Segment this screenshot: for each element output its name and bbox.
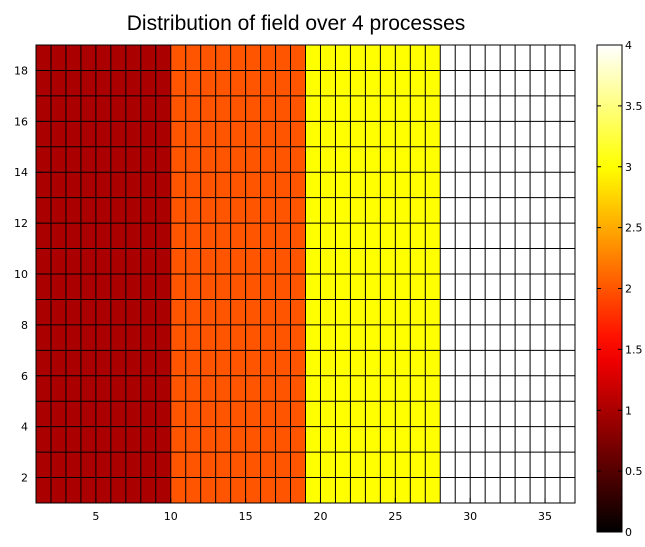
x-tick-label: 35 [538, 510, 552, 523]
colorbar-tick-label: 3.5 [625, 100, 643, 113]
colorbar-tick-label: 4 [625, 39, 632, 52]
x-tick-label: 5 [92, 510, 99, 523]
plot-axes: 5 10 15 20 25 30 35 2 4 6 8 10 12 14 16 18 [14, 44, 576, 523]
y-tick-label: 18 [14, 64, 28, 77]
y-tick-label: 2 [21, 472, 28, 485]
x-tick-label: 25 [388, 510, 402, 523]
y-tick-label: 14 [14, 166, 28, 179]
y-tick-label: 10 [14, 268, 28, 281]
colorbar-tick-label: 2.5 [625, 222, 643, 235]
x-tick-label: 20 [313, 510, 327, 523]
colorbar-tick-label: 0 [625, 526, 632, 539]
colorbar: 0 0.5 1 1.5 2 2.5 3 3.5 4 [596, 39, 643, 539]
x-tick-label: 10 [164, 510, 178, 523]
colorbar-tick-label: 1.5 [625, 343, 643, 356]
y-tick-label: 8 [21, 319, 28, 332]
chart-title: Distribution of field over 4 processes [127, 12, 466, 35]
y-tick-label: 12 [14, 217, 28, 230]
colorbar-tick-label: 2 [625, 283, 632, 296]
x-tick-label: 15 [239, 510, 253, 523]
y-tick-label: 6 [21, 370, 28, 383]
x-tick-label: 30 [463, 510, 477, 523]
colorbar-tick-label: 0.5 [625, 465, 643, 478]
y-tick-label: 16 [14, 115, 28, 128]
colorbar-tick-label: 3 [625, 161, 632, 174]
colorbar-tick-label: 1 [625, 404, 632, 417]
y-tick-label: 4 [21, 421, 28, 434]
